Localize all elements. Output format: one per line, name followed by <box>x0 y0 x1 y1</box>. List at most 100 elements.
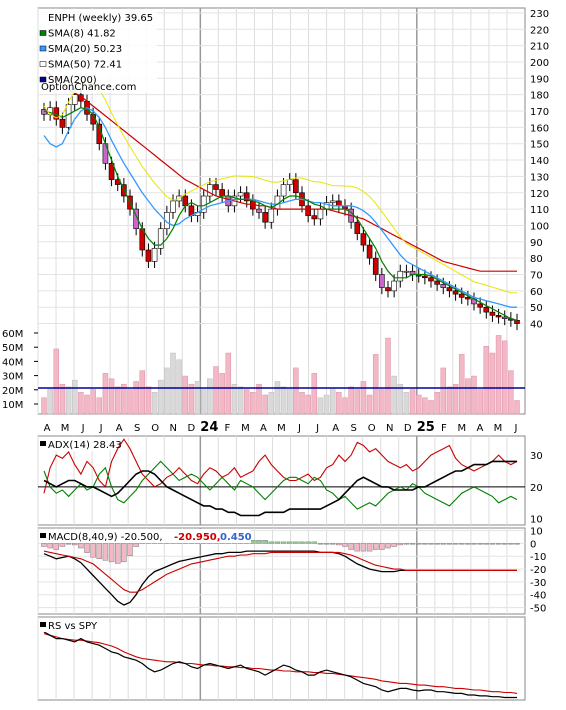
volume-tick-label: 20M <box>2 386 23 397</box>
macd-tick-label: -20 <box>530 565 546 576</box>
volume-tick-label: 10M <box>2 400 23 411</box>
price-tick-label: 180 <box>530 91 549 102</box>
macd-hist-bar <box>84 543 90 553</box>
candle-body <box>391 280 397 292</box>
price-tick-label: 130 <box>530 172 549 183</box>
macd-tick-label: -10 <box>530 552 546 563</box>
macd-hist-bar <box>280 541 287 544</box>
macd-tick-label: -40 <box>530 591 546 602</box>
candle-body <box>256 208 262 213</box>
x-tick-label: S <box>350 423 356 434</box>
x-tick-label: N <box>386 423 393 434</box>
candle-body <box>452 290 459 295</box>
x-tick-label: M <box>241 423 250 434</box>
sma8-line <box>43 107 518 321</box>
candle-body <box>489 311 496 316</box>
volume-bar <box>311 373 318 415</box>
macd-hist-bar <box>452 543 459 545</box>
volume-bar <box>176 359 182 415</box>
volume-bar <box>151 392 158 415</box>
candle-body <box>213 184 219 190</box>
macd-hist-bar <box>78 543 84 549</box>
x-tick-label: O <box>151 423 159 434</box>
candle-body <box>458 293 465 298</box>
price-tick-label: 150 <box>530 140 549 151</box>
volume-bar <box>182 375 189 415</box>
candle-body <box>354 221 361 234</box>
price-legend: ENPH (weekly) 39.65 SMA(8) 41.82 SMA(20) 5… <box>39 9 157 93</box>
macd-hist-bar <box>133 543 139 547</box>
volume-tick-label: 60M <box>2 329 23 340</box>
volume-bar <box>342 397 348 415</box>
macd-hist-bar <box>47 543 53 549</box>
volume-bar <box>336 392 342 415</box>
macd-hist-bar <box>354 543 360 552</box>
candle-body <box>286 179 293 185</box>
candle-body <box>422 275 428 279</box>
candle-body <box>133 208 139 230</box>
volume-bar <box>194 381 201 415</box>
x-tick-label: N <box>170 423 177 434</box>
x-tick-label: J <box>315 423 319 434</box>
panel-adx <box>37 435 526 526</box>
candle-body <box>219 189 225 197</box>
volume-bar <box>415 394 422 415</box>
volume-bar <box>397 383 404 415</box>
candle-body <box>477 303 483 308</box>
volume-bar <box>348 386 354 415</box>
price-tick-label: 80 <box>530 254 543 265</box>
macd-signal-line <box>43 550 517 593</box>
legend-entry: ENPH (weekly) 39.65 <box>48 13 153 24</box>
legend-bg <box>39 9 157 93</box>
macd-label-bg <box>39 529 251 543</box>
adx-label: ADX(14) 28.43 <box>48 440 122 451</box>
candle-body <box>65 104 72 128</box>
volume-bar <box>403 392 410 415</box>
price-tick-label: 220 <box>530 25 549 36</box>
volume-bar <box>391 375 397 415</box>
x-tick-label: M <box>494 423 503 434</box>
x-tick-label: D <box>404 423 412 434</box>
macd-hist-value: 0.450 <box>220 532 252 543</box>
adx-tick-label: 10 <box>530 515 543 526</box>
price-tick-label: 110 <box>530 205 549 216</box>
macd-hist-bar <box>489 543 496 545</box>
x-tick-label: A <box>476 423 483 434</box>
macd-hist-bar <box>311 541 317 544</box>
candle-body <box>440 284 447 288</box>
volume-bar <box>329 389 336 415</box>
x-tick-label: 25 <box>417 420 435 435</box>
macd-hist-bar <box>477 543 483 545</box>
price-tick-label: 50 <box>530 303 543 314</box>
candle-body <box>434 280 440 285</box>
macd-hist-bar <box>360 543 367 552</box>
candle-body <box>514 319 520 324</box>
macd-hist-bar <box>336 543 342 546</box>
volume-bar <box>428 400 434 415</box>
volume-bar <box>121 383 127 415</box>
macd-tick-label: -30 <box>530 578 546 589</box>
x-tick-label: J <box>81 423 85 434</box>
price-tick-label: 70 <box>530 271 543 282</box>
adx-minus-di-line <box>43 460 518 510</box>
legend-swatch <box>39 61 47 67</box>
volume-bar <box>514 400 520 415</box>
macd-hist-bar <box>409 543 416 545</box>
volume-bar <box>268 392 275 415</box>
macd-hist-bar <box>96 543 102 560</box>
volume-bar <box>274 381 281 415</box>
volume-bar <box>157 379 164 415</box>
candle-body <box>207 184 213 197</box>
candle-body <box>336 200 342 207</box>
price-tick-label: 190 <box>530 74 549 85</box>
volume-bar <box>127 389 133 415</box>
macd-hist-bar <box>502 543 508 545</box>
adx-line <box>43 460 517 517</box>
macd-hist-bar <box>403 543 410 545</box>
volume-bar <box>200 389 207 415</box>
volume-tick-label: 30M <box>2 372 23 383</box>
candle-body <box>170 200 176 213</box>
x-tick-label: J <box>514 423 518 434</box>
volume-bar <box>188 383 195 415</box>
